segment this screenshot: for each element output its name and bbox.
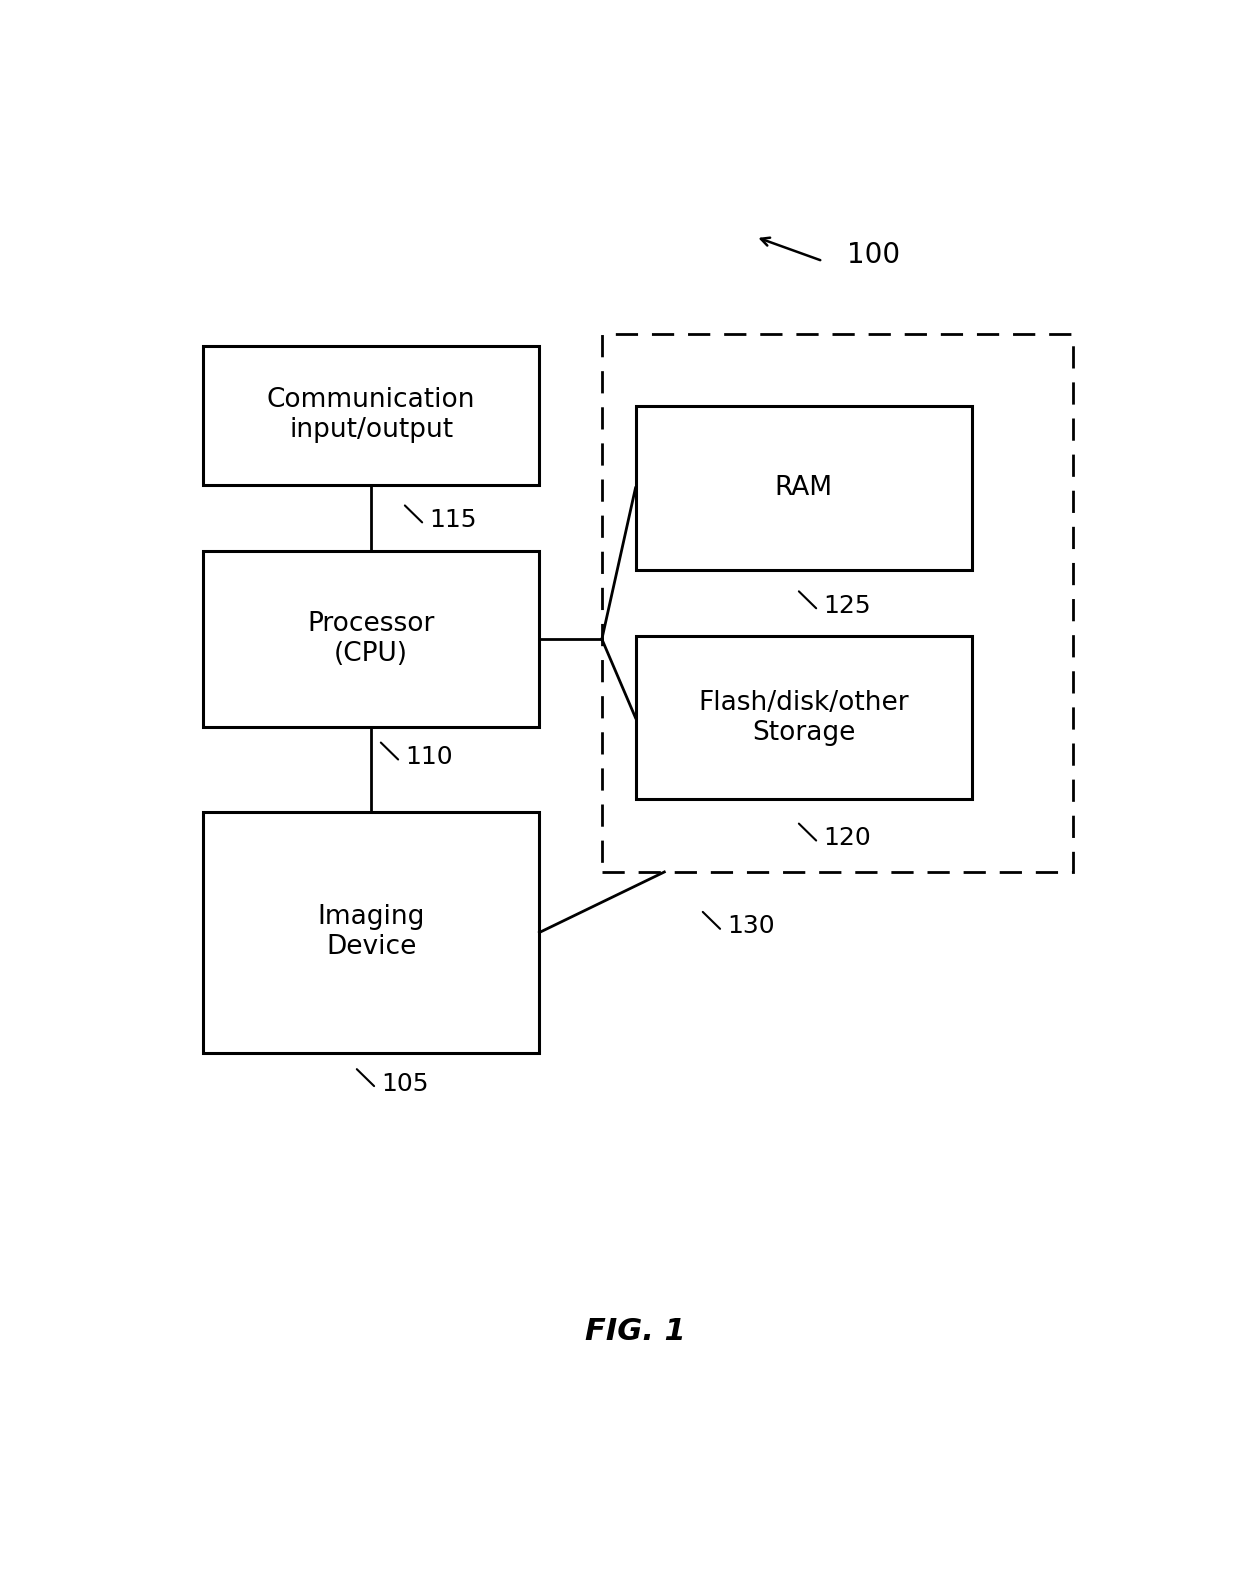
Bar: [601, 333, 1073, 872]
Text: Processor
(CPU): Processor (CPU): [308, 611, 435, 668]
Text: 110: 110: [404, 745, 453, 770]
Bar: [635, 636, 972, 800]
Text: 105: 105: [381, 1071, 428, 1095]
Text: Communication
input/output: Communication input/output: [267, 388, 475, 443]
Text: RAM: RAM: [775, 474, 833, 501]
Bar: [203, 551, 539, 727]
Text: FIG. 1: FIG. 1: [585, 1316, 686, 1346]
Text: 100: 100: [847, 240, 900, 269]
Bar: [203, 812, 539, 1054]
Text: 120: 120: [823, 826, 870, 850]
Text: Imaging
Device: Imaging Device: [317, 905, 425, 960]
Text: 125: 125: [823, 594, 870, 617]
Bar: [635, 407, 972, 570]
Text: 115: 115: [429, 507, 476, 533]
Text: 130: 130: [727, 914, 775, 938]
Bar: [203, 346, 539, 485]
Text: Flash/disk/other
Storage: Flash/disk/other Storage: [698, 690, 909, 746]
